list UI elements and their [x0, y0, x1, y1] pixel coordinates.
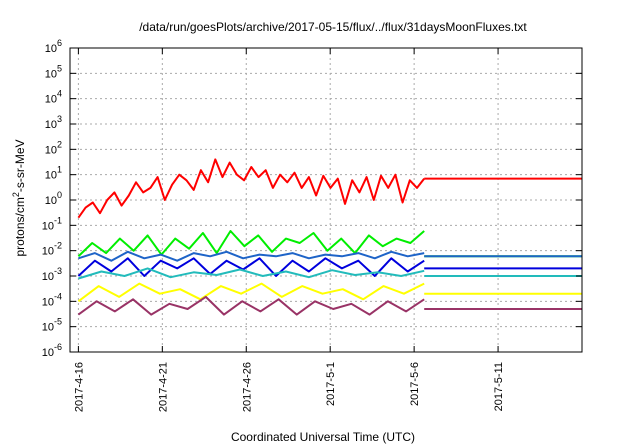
- y-tick-label: 105: [45, 63, 62, 80]
- y-tick-label: 100: [45, 190, 62, 207]
- y-tick-label: 10-4: [42, 291, 62, 308]
- x-tick-label: 2017-4-21: [157, 362, 169, 412]
- y-tick-label: 106: [45, 38, 62, 55]
- y-tick-label: 10-1: [42, 215, 62, 232]
- series-line-4: [78, 267, 425, 280]
- series-line-6: [77, 295, 425, 316]
- y-tick-label: 10-3: [42, 266, 62, 283]
- y-tick-label: 10-5: [42, 317, 62, 334]
- x-tick-label: 2017-5-6: [409, 362, 421, 406]
- series-line-0: [77, 158, 425, 219]
- y-tick-label: 10-2: [42, 241, 62, 258]
- series-line-1: [77, 230, 425, 258]
- y-axis-label-rest: -s-sr-MeV: [13, 139, 27, 192]
- y-tick-label: 104: [45, 89, 62, 106]
- x-tick-label: 2017-4-26: [241, 362, 253, 412]
- chart-title: /data/run/goesPlots/archive/2017-05-15/f…: [139, 20, 527, 34]
- x-axis-label: Coordinated Universal Time (UTC): [231, 430, 415, 444]
- x-tick-label: 2017-5-1: [325, 362, 337, 406]
- y-axis-label-superscript: 2: [11, 192, 21, 197]
- y-tick-label: 10-6: [42, 342, 62, 359]
- ticks: 10-6 10-5 10-4 10-3 10-2 10-1 100 101 102 103 104 1…: [42, 38, 582, 412]
- x-tick-label: 2017-5-11: [493, 362, 505, 411]
- series-line-3: [77, 257, 425, 277]
- series-layer: [77, 158, 582, 316]
- series-line-5: [77, 282, 425, 303]
- y-tick-label: 101: [45, 165, 62, 182]
- y-axis-label-main: protons/cm: [13, 197, 27, 256]
- grid: [70, 48, 582, 352]
- y-tick-label: 102: [45, 139, 62, 156]
- y-tick-label: 103: [45, 114, 62, 131]
- series-line-2: [78, 250, 425, 262]
- x-tick-label: 2017-4-16: [73, 362, 85, 412]
- y-axis-label: protons/cm2-s-sr-MeV: [11, 139, 27, 256]
